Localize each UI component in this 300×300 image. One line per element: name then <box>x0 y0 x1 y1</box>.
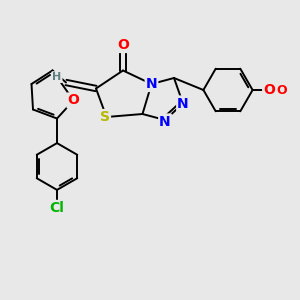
Text: H: H <box>52 72 62 82</box>
Text: N: N <box>146 77 157 91</box>
Text: N: N <box>159 115 171 128</box>
Text: O: O <box>263 83 275 97</box>
Text: N: N <box>177 97 189 110</box>
Text: O: O <box>117 38 129 52</box>
Text: O: O <box>68 94 80 107</box>
Text: Cl: Cl <box>50 201 64 215</box>
Text: O: O <box>276 83 287 97</box>
Text: S: S <box>100 110 110 124</box>
